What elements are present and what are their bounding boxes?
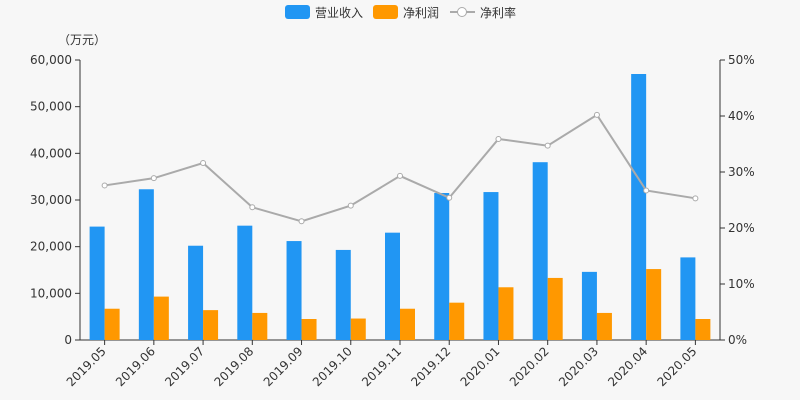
y-left-tick-label: 60,000 [30, 53, 72, 67]
legend-margin-swatch [450, 5, 475, 19]
x-tick-label: 2019.09 [261, 344, 306, 389]
margin-point [249, 204, 256, 211]
bar-revenue [286, 241, 302, 340]
bar-revenue [631, 74, 647, 340]
bar-revenue [138, 189, 154, 340]
margin-point [298, 218, 305, 225]
x-tick-label: 2019.05 [64, 344, 109, 389]
margin-point [643, 187, 650, 194]
x-tick-label: 2020.05 [655, 344, 700, 389]
y-right-tick-label: 50% [728, 53, 755, 67]
margin-point [150, 175, 157, 182]
legend-margin-label: 净利率 [480, 5, 517, 20]
margin-point [692, 195, 699, 202]
margin-point [200, 160, 207, 167]
bar-profit [449, 302, 465, 340]
x-tick-label: 2019.12 [408, 344, 453, 389]
y-right-tick-label: 0% [728, 333, 747, 347]
margin-point [446, 194, 453, 201]
bar-revenue [581, 271, 597, 340]
legend-item-profit[interactable]: 净利润 [373, 3, 439, 21]
legend: 营业收入 净利润 净利率 [0, 3, 800, 21]
bar-revenue [89, 226, 105, 340]
bar-revenue [680, 257, 696, 340]
margin-point [397, 172, 403, 179]
bar-profit [400, 308, 415, 340]
x-tick-label: 2019.10 [310, 344, 355, 389]
x-tick-label: 2020.02 [507, 344, 552, 389]
margin-point [347, 202, 354, 209]
bar-revenue [483, 192, 499, 340]
x-tick-label: 2019.08 [211, 344, 256, 389]
bar-profit [596, 312, 612, 340]
bar-profit [695, 319, 711, 340]
y-left-tick-label: 50,000 [30, 100, 72, 114]
bar-profit [301, 319, 317, 340]
y-right-tick-label: 40% [728, 109, 755, 123]
bar-profit [252, 312, 268, 340]
bar-profit [646, 269, 662, 340]
margin-point [544, 142, 551, 149]
x-tick-label: 2020.03 [556, 344, 601, 389]
legend-revenue-swatch [285, 5, 310, 19]
y-left-tick-label: 20,000 [30, 240, 72, 254]
bar-revenue [434, 193, 450, 340]
bar-profit [547, 277, 563, 340]
bar-revenue [188, 245, 204, 340]
bar-revenue [532, 162, 548, 340]
y-right-tick-label: 30% [728, 165, 755, 179]
legend-item-revenue[interactable]: 营业收入 [285, 3, 363, 21]
bar-profit [498, 287, 514, 340]
bar-revenue [237, 225, 253, 340]
margin-point [593, 111, 600, 118]
y-right-tick-label: 10% [728, 277, 755, 291]
legend-profit-swatch [373, 5, 398, 19]
y-left-tick-label: 0 [64, 333, 72, 347]
margin-point [101, 182, 108, 189]
x-tick-label: 2020.01 [458, 344, 503, 389]
y-axis-unit-label: （万元） [58, 33, 107, 47]
y-left-tick-label: 40,000 [30, 146, 72, 160]
legend-item-margin[interactable]: 净利率 [450, 3, 516, 21]
x-tick-label: 2019.06 [113, 344, 158, 389]
bar-profit [203, 310, 219, 340]
legend-revenue-label: 营业收入 [315, 5, 364, 20]
legend-profit-label: 净利润 [403, 5, 440, 20]
bar-revenue [335, 249, 351, 340]
x-tick-label: 2019.11 [359, 344, 404, 389]
y-left-tick-label: 30,000 [30, 193, 72, 207]
y-left-tick-label: 10,000 [30, 286, 72, 300]
x-tick-label: 2020.04 [605, 344, 650, 389]
bar-profit [104, 308, 120, 340]
bar-profit [350, 318, 366, 340]
margin-line [104, 113, 696, 223]
margin-point [495, 135, 502, 142]
bar-profit [153, 296, 169, 340]
bar-revenue [385, 232, 400, 340]
y-right-tick-label: 20% [728, 221, 755, 235]
x-tick-label: 2019.07 [162, 344, 207, 389]
